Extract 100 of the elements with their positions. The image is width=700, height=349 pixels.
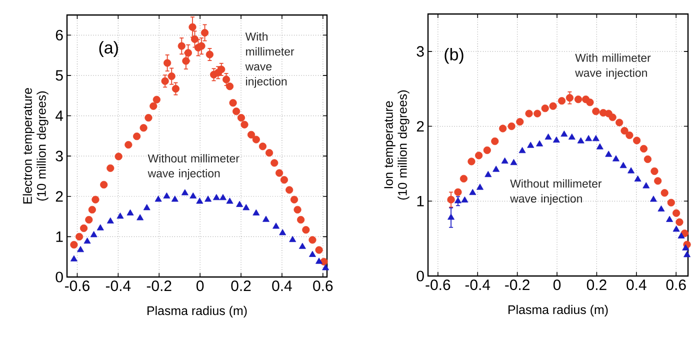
point (620, 162, 627, 168)
point (136, 214, 144, 220)
point (77, 246, 84, 252)
point (560, 130, 568, 137)
point (308, 250, 316, 257)
point (70, 255, 78, 262)
point (252, 209, 260, 216)
point (612, 155, 620, 162)
point (163, 192, 170, 198)
point (483, 146, 491, 154)
point (684, 251, 691, 258)
y-tick-label: 6 (56, 30, 63, 40)
point (298, 242, 306, 249)
point (558, 97, 566, 105)
point (633, 136, 641, 144)
point (196, 198, 204, 204)
point (302, 226, 310, 234)
point (229, 99, 237, 107)
point (116, 212, 124, 219)
point (616, 118, 624, 126)
y-tick-label: 3 (416, 46, 424, 57)
y-tick-label: 0 (56, 272, 63, 282)
annotation: Without millimeter wave injection (510, 179, 602, 205)
point (322, 264, 330, 270)
point (280, 176, 288, 184)
point (667, 198, 675, 206)
point (536, 140, 544, 146)
x-tick-label: -0.2 (505, 280, 530, 290)
x-tick-label: 0 (553, 280, 561, 290)
point (642, 182, 650, 188)
point (237, 114, 246, 122)
point (143, 204, 150, 210)
point (181, 189, 188, 196)
x-tick-label: -0.4 (465, 280, 490, 290)
x-axis-title: Plasma radius (m) (508, 304, 608, 317)
x-tick-label: 0.4 (626, 280, 646, 290)
x-tick-label: -0.6 (65, 280, 90, 292)
x-tick-label: -0.2 (146, 280, 172, 292)
point (592, 108, 600, 116)
point (172, 84, 180, 93)
point (270, 159, 278, 167)
point (626, 131, 634, 140)
point (226, 82, 234, 90)
point (106, 217, 114, 224)
point (499, 124, 507, 132)
point (660, 189, 668, 197)
point (568, 134, 576, 140)
point (491, 137, 499, 146)
point (682, 244, 690, 250)
point (672, 226, 680, 232)
point (454, 197, 462, 204)
point (476, 184, 484, 190)
point (508, 122, 516, 130)
point (226, 198, 234, 204)
point (605, 150, 612, 157)
point (525, 110, 533, 118)
annotation: Without millimeter wave injection (148, 154, 240, 180)
x-tick-label: -0.6 (426, 280, 450, 290)
point (140, 124, 148, 132)
point (152, 96, 160, 104)
point (178, 42, 186, 50)
point (484, 170, 492, 178)
point (516, 118, 524, 126)
point (552, 136, 560, 143)
point (658, 205, 665, 212)
x-tick-label: 0.4 (272, 280, 292, 292)
point (200, 28, 209, 37)
point (608, 114, 616, 122)
point (654, 177, 662, 185)
y-axis-title: Ion temperature (10 million degrees) (384, 90, 410, 200)
point (236, 200, 244, 207)
point (461, 196, 468, 202)
point (258, 142, 267, 150)
x-axis-title: Plasma radius (m) (148, 306, 247, 318)
point (106, 164, 114, 172)
y-tick-label: 5 (56, 70, 63, 81)
point (150, 102, 158, 110)
point (276, 169, 284, 177)
point (164, 59, 172, 67)
point (190, 192, 197, 198)
point (475, 152, 483, 160)
point (628, 167, 635, 174)
point (232, 108, 240, 116)
point (222, 76, 230, 84)
annotation: (a) (99, 41, 118, 57)
point (171, 196, 178, 202)
point (289, 236, 296, 242)
annotation: (b) (444, 48, 464, 64)
annotation: With millimeter wave injection (575, 54, 651, 80)
point (126, 209, 134, 216)
point (315, 246, 323, 254)
point (448, 214, 455, 220)
point (518, 146, 526, 154)
point (252, 136, 260, 144)
point (75, 232, 84, 240)
y-axis-title: Electron temperature (10 million degrees) (22, 88, 48, 204)
point (650, 196, 657, 202)
point (527, 142, 534, 148)
y-tick-label: 1 (417, 196, 424, 206)
point (70, 240, 78, 249)
